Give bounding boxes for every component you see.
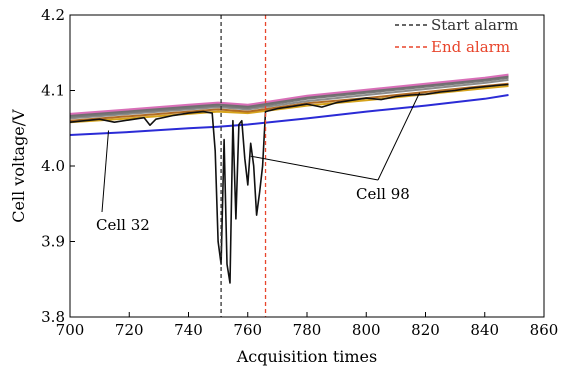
cell-98-label: Cell 98: [356, 185, 410, 203]
annotations: Cell 32 Cell 98: [96, 92, 421, 234]
legend: Start alarm End alarm: [395, 16, 518, 56]
plot-frame: [69, 14, 545, 318]
cell-32-label: Cell 32: [96, 216, 150, 234]
series-line-7: [69, 94, 509, 136]
legend-label: Start alarm: [431, 16, 518, 34]
x-tick-label: 820: [411, 321, 440, 339]
series-line-4: [69, 76, 509, 118]
series-line-2: [69, 82, 509, 122]
y-ticks: 3.8 3.9 4.0 4.1 4.2: [41, 6, 75, 326]
y-tick-label: 3.9: [41, 233, 65, 251]
cell-32-leader: [101, 130, 110, 213]
series-line-3: [69, 78, 509, 120]
legend-label: End alarm: [431, 38, 510, 56]
y-tick-label: 3.8: [41, 308, 65, 326]
x-tick-label: 700: [56, 321, 85, 339]
series-layer: [69, 73, 509, 284]
series-line-5: [69, 75, 509, 117]
x-tick-label: 780: [293, 321, 322, 339]
x-tick-label: 740: [174, 321, 203, 339]
y-axis-label: Cell voltage/V: [9, 109, 28, 223]
x-tick-label: 720: [115, 321, 144, 339]
series-line-8: [69, 83, 509, 284]
y-tick-label: 4.0: [41, 157, 65, 175]
x-tick-label: 840: [470, 321, 499, 339]
y-tick-label: 4.1: [41, 82, 65, 100]
x-tick-label: 800: [352, 321, 381, 339]
cell-98-leader: [377, 92, 421, 181]
x-ticks: 700 720 740 760 780 800 820 840 860: [56, 312, 559, 339]
y-tick-label: 4.2: [41, 6, 65, 24]
x-axis-label: Acquisition times: [236, 347, 377, 366]
cell-98-leader: [250, 155, 379, 181]
x-tick-label: 860: [530, 321, 559, 339]
alarm-lines: [220, 15, 267, 317]
x-tick-label: 760: [233, 321, 262, 339]
series-line-6: [69, 73, 509, 115]
